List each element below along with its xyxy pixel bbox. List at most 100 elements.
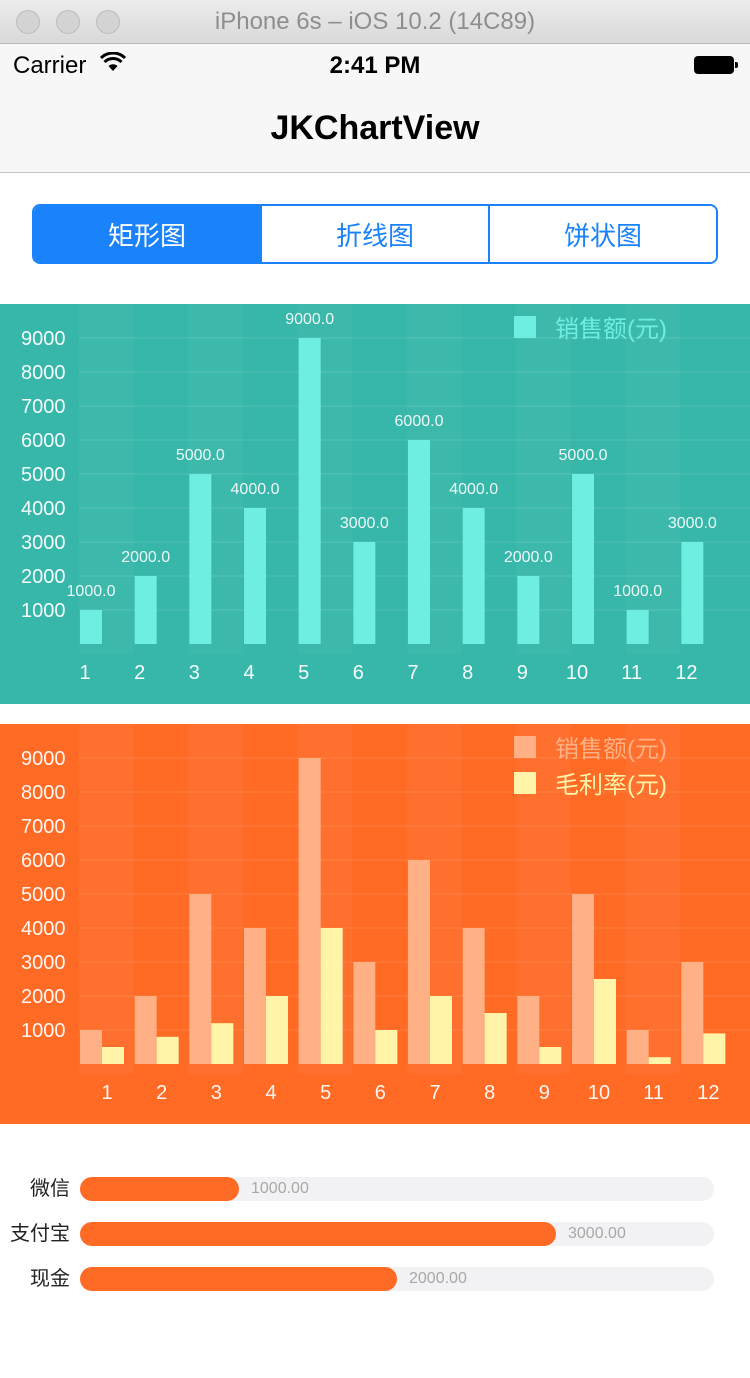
- bar-series-2-11: [648, 1057, 671, 1064]
- bar-series-2-5: [320, 928, 343, 1064]
- data-label: 9000.0: [285, 311, 334, 328]
- progress-row: 微信 1000.00: [0, 1176, 750, 1202]
- x-tick-label: 4: [265, 1082, 276, 1104]
- bar-series-1-8: [462, 508, 485, 644]
- bar-series-1-9: [517, 996, 540, 1064]
- legend-label: 毛利率(元): [555, 772, 667, 799]
- plot-stripe: [625, 724, 681, 1074]
- sales-bar-chart: 1000 2000 3000 4000 5000 6000 7000 8000 9000 1000…: [0, 304, 750, 704]
- y-tick-label: 3000: [21, 952, 66, 974]
- bar-series-1-10: [572, 474, 594, 644]
- x-tick-label: 1: [79, 662, 90, 684]
- y-tick-label: 7000: [21, 816, 66, 838]
- x-tick-label: 7: [407, 662, 418, 684]
- progress-row: 支付宝 3000.00: [0, 1221, 750, 1247]
- x-tick-label: 12: [697, 1082, 719, 1104]
- x-tick-label: 2: [156, 1082, 167, 1104]
- battery-icon: [694, 56, 738, 74]
- bar-series-1-12: [681, 962, 704, 1064]
- x-tick-label: 8: [484, 1082, 495, 1104]
- x-tick-label: 4: [243, 662, 254, 684]
- bar-series-1-6: [353, 542, 376, 644]
- bar-series-1-2: [134, 576, 157, 644]
- carrier-label: Carrier: [13, 52, 87, 79]
- segment-line-chart[interactable]: 折线图: [260, 206, 488, 262]
- x-tick-label: 10: [566, 662, 588, 684]
- status-time: 2:41 PM: [329, 52, 421, 79]
- bar-series-2-7: [430, 996, 452, 1064]
- y-tick-label: 8000: [21, 362, 66, 384]
- x-tick-label: 3: [189, 662, 200, 684]
- progress-fill: [80, 1267, 397, 1291]
- progress-value: 1000.00: [251, 1180, 309, 1197]
- bar-series-1-2: [134, 996, 157, 1064]
- data-label: 1000.0: [67, 583, 116, 600]
- simulator-title-bar: iPhone 6s – iOS 10.2 (14C89): [0, 0, 750, 44]
- close-window-button[interactable]: [16, 10, 40, 34]
- bar-series-1-5: [298, 338, 321, 644]
- bar-series-1-5: [298, 758, 321, 1064]
- navigation-bar: JKChartView: [0, 84, 750, 173]
- bar-series-1-8: [462, 928, 485, 1064]
- progress-label: 支付宝: [10, 1223, 70, 1245]
- page-title: JKChartView: [270, 109, 480, 147]
- x-tick-label: 5: [320, 1082, 331, 1104]
- y-tick-label: 1000: [21, 1020, 66, 1042]
- plot-stripe: [79, 724, 134, 1074]
- bar-series-1-9: [517, 576, 540, 644]
- bar-series-1-6: [353, 962, 376, 1064]
- legend-label: 销售额(元): [555, 736, 667, 763]
- x-tick-label: 5: [298, 662, 309, 684]
- bar-series-2-2: [156, 1036, 179, 1064]
- x-tick-label: 10: [588, 1082, 610, 1104]
- bar-series-1-11: [626, 610, 649, 644]
- y-tick-label: 1000: [21, 600, 66, 622]
- x-tick-label: 6: [353, 662, 364, 684]
- plot-stripe: [625, 304, 681, 654]
- plot-stripe: [79, 304, 134, 654]
- wifi-icon: [99, 51, 127, 77]
- y-tick-label: 9000: [21, 328, 66, 350]
- bar-series-2-4: [266, 996, 288, 1064]
- x-tick-label: 12: [675, 662, 697, 684]
- y-tick-label: 5000: [21, 884, 66, 906]
- x-tick-label: 9: [517, 662, 528, 684]
- status-bar: Carrier 2:41 PM: [0, 44, 750, 84]
- bar-series-1-4: [244, 928, 266, 1064]
- data-label: 5000.0: [559, 447, 608, 464]
- bar-series-2-8: [484, 1013, 507, 1064]
- bar-series-2-3: [211, 1023, 234, 1064]
- minimize-window-button[interactable]: [56, 10, 80, 34]
- bar-series-1-1: [80, 1030, 102, 1064]
- bar-series-1-7: [408, 440, 430, 644]
- bar-series-2-12: [703, 1033, 726, 1064]
- x-tick-label: 11: [621, 662, 642, 684]
- data-label: 6000.0: [395, 413, 444, 430]
- bar-series-1-7: [408, 860, 430, 1064]
- x-tick-label: 2: [134, 662, 145, 684]
- data-label: 5000.0: [176, 447, 225, 464]
- data-label: 2000.0: [121, 549, 170, 566]
- segment-pie-chart[interactable]: 饼状图: [488, 206, 716, 262]
- bar-series-1-10: [572, 894, 594, 1064]
- y-tick-label: 3000: [21, 532, 66, 554]
- x-tick-label: 1: [101, 1082, 112, 1104]
- y-tick-label: 6000: [21, 850, 66, 872]
- segment-bar-chart[interactable]: 矩形图: [34, 206, 260, 262]
- x-tick-label: 3: [211, 1082, 222, 1104]
- x-tick-label: 9: [539, 1082, 550, 1104]
- y-tick-label: 9000: [21, 748, 66, 770]
- progress-row: 现金 2000.00: [0, 1266, 750, 1292]
- legend-swatch: [514, 316, 536, 338]
- progress-fill: [80, 1222, 556, 1246]
- zoom-window-button[interactable]: [96, 10, 120, 34]
- bar-series-1-3: [189, 474, 212, 644]
- legend-swatch: [514, 736, 536, 758]
- data-label: 3000.0: [340, 515, 389, 532]
- y-tick-label: 4000: [21, 918, 66, 940]
- sales-bar-chart-canvas: 1000 2000 3000 4000 5000 6000 7000 8000 9000 1000…: [21, 304, 750, 684]
- chart-type-segmented-control: 矩形图 折线图 饼状图: [32, 204, 718, 264]
- progress-value: 3000.00: [568, 1225, 626, 1242]
- progress-value: 2000.00: [409, 1270, 467, 1287]
- data-label: 4000.0: [231, 481, 280, 498]
